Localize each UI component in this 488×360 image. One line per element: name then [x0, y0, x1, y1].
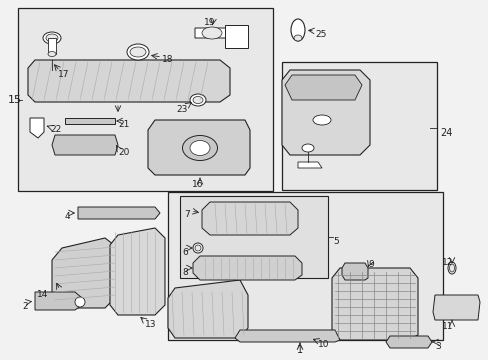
Ellipse shape — [190, 140, 209, 156]
Text: 11: 11 — [441, 322, 453, 331]
Text: 9: 9 — [367, 260, 373, 269]
Text: 20: 20 — [118, 148, 129, 157]
Ellipse shape — [302, 144, 313, 152]
Ellipse shape — [447, 262, 455, 274]
Ellipse shape — [48, 51, 56, 57]
Polygon shape — [30, 118, 44, 138]
Ellipse shape — [293, 35, 302, 41]
Text: 16: 16 — [192, 180, 203, 189]
Polygon shape — [52, 238, 118, 308]
Text: 1: 1 — [296, 345, 303, 355]
Ellipse shape — [312, 115, 330, 125]
Text: 21: 21 — [118, 120, 129, 129]
Ellipse shape — [193, 96, 203, 104]
Polygon shape — [168, 280, 247, 338]
Text: 23: 23 — [176, 105, 187, 114]
Text: 10: 10 — [317, 340, 329, 349]
Polygon shape — [193, 256, 302, 280]
Ellipse shape — [193, 243, 203, 253]
Polygon shape — [202, 202, 297, 235]
Text: 25: 25 — [314, 30, 325, 39]
Polygon shape — [285, 75, 361, 100]
Polygon shape — [224, 25, 247, 48]
Polygon shape — [385, 336, 431, 348]
Text: 3: 3 — [434, 342, 440, 351]
Polygon shape — [65, 118, 115, 124]
Polygon shape — [52, 135, 118, 155]
Ellipse shape — [75, 297, 85, 307]
Bar — [168, 192, 442, 340]
Ellipse shape — [190, 94, 205, 106]
Polygon shape — [331, 268, 417, 340]
Ellipse shape — [43, 32, 61, 44]
Ellipse shape — [290, 19, 305, 41]
Ellipse shape — [448, 264, 453, 272]
Ellipse shape — [195, 245, 201, 251]
Polygon shape — [195, 28, 235, 38]
Polygon shape — [110, 228, 164, 315]
Bar — [18, 8, 272, 191]
Ellipse shape — [127, 44, 149, 60]
Text: 8: 8 — [182, 268, 187, 277]
Text: 19: 19 — [204, 18, 215, 27]
Text: 12: 12 — [442, 258, 453, 267]
Polygon shape — [432, 295, 479, 320]
Text: 22: 22 — [50, 125, 61, 134]
Text: 2: 2 — [22, 302, 28, 311]
Text: 17: 17 — [58, 70, 69, 79]
Polygon shape — [48, 38, 56, 54]
Ellipse shape — [202, 27, 222, 39]
Text: 15: 15 — [8, 95, 22, 105]
Text: 13: 13 — [145, 320, 156, 329]
Text: 6: 6 — [182, 248, 187, 257]
Polygon shape — [35, 292, 82, 310]
Polygon shape — [282, 70, 369, 155]
Polygon shape — [235, 330, 339, 342]
Polygon shape — [78, 207, 160, 219]
Ellipse shape — [182, 135, 217, 161]
Text: 18: 18 — [162, 55, 173, 64]
Polygon shape — [148, 120, 249, 175]
Text: 4: 4 — [64, 212, 70, 221]
Ellipse shape — [46, 34, 58, 42]
Ellipse shape — [130, 47, 146, 57]
Bar — [282, 62, 436, 190]
Text: 14: 14 — [37, 290, 48, 299]
Text: 5: 5 — [332, 237, 338, 246]
Polygon shape — [341, 263, 367, 280]
Text: 24: 24 — [439, 128, 451, 138]
Bar — [180, 196, 327, 278]
Polygon shape — [297, 162, 321, 168]
Polygon shape — [28, 60, 229, 102]
Text: 7: 7 — [184, 210, 190, 219]
